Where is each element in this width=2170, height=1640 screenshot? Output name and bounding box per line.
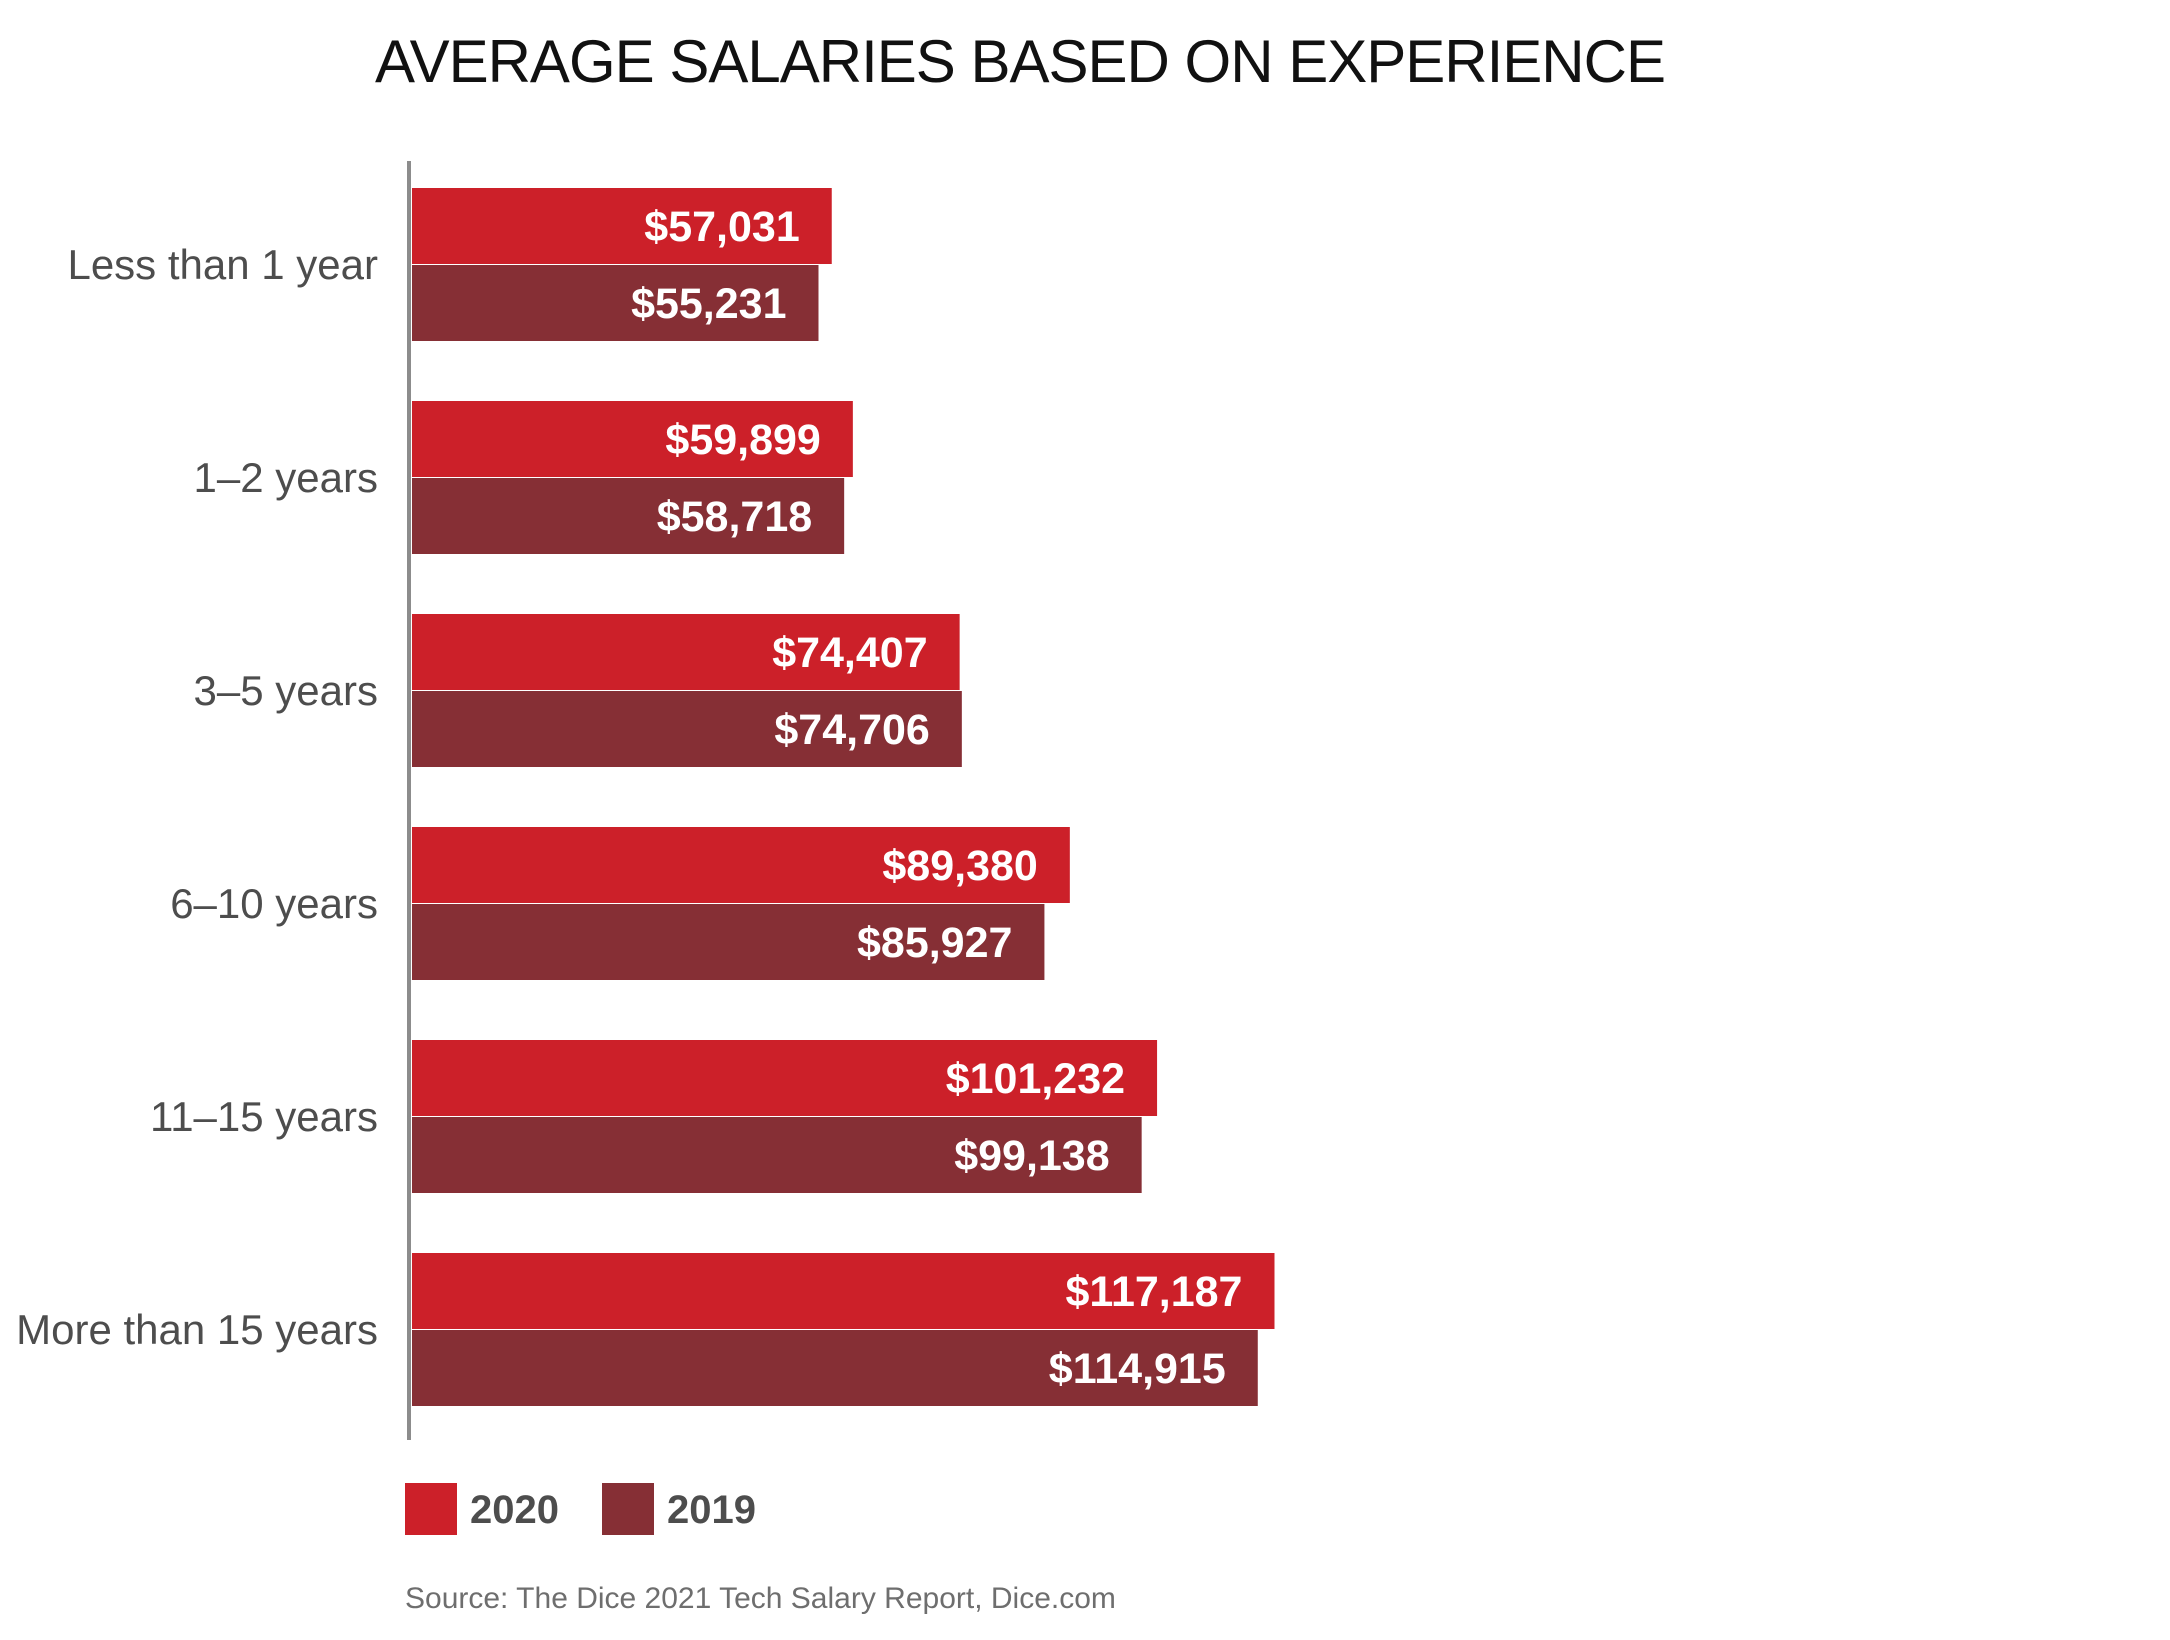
bar-value-label: $55,231 — [631, 280, 786, 328]
source-note: Source: The Dice 2021 Tech Salary Report… — [405, 1582, 1116, 1615]
bar-2019 — [412, 265, 819, 341]
category-label: More than 15 years — [16, 1306, 378, 1353]
category-label: 3–5 years — [194, 667, 378, 714]
bar-2019 — [412, 691, 962, 767]
bar-value-label: $74,407 — [772, 629, 927, 677]
legend: 2020 2019 — [405, 1483, 756, 1535]
category-label: Less than 1 year — [67, 241, 378, 288]
category-label: 11–15 years — [150, 1093, 378, 1140]
bar-value-label: $114,915 — [1049, 1345, 1226, 1393]
bar-value-label: $58,718 — [657, 493, 812, 541]
bar-2019 — [412, 1117, 1142, 1193]
bar-value-label: $74,706 — [774, 706, 929, 754]
bar-value-label: $101,232 — [946, 1055, 1125, 1103]
chart-title: AVERAGE SALARIES BASED ON EXPERIENCE — [375, 28, 1665, 95]
bar-value-label: $85,927 — [857, 919, 1012, 967]
bar-2020 — [412, 827, 1070, 903]
bar-2019 — [412, 478, 845, 554]
bar-2019 — [412, 1330, 1258, 1406]
bar-2020 — [412, 1253, 1275, 1329]
legend-swatch-2019 — [602, 1483, 654, 1535]
bar-value-label: $117,187 — [1066, 1268, 1243, 1316]
bar-value-label: $59,899 — [665, 416, 820, 464]
bar-value-label: $57,031 — [644, 203, 799, 251]
bars-layer: $57,031 $55,231 $59,899 $58,718 $74,407 $74,7… — [412, 188, 1275, 1406]
legend-swatch-2020 — [405, 1483, 457, 1535]
bar-value-label: $89,380 — [882, 842, 1037, 890]
bar-2020 — [412, 401, 853, 477]
bar-2019 — [412, 904, 1045, 980]
legend-label-2020: 2020 — [470, 1488, 559, 1532]
category-label: 1–2 years — [194, 454, 378, 501]
bar-2020 — [412, 188, 832, 264]
bar-2020 — [412, 614, 960, 690]
category-label: 6–10 years — [170, 880, 378, 927]
bar-value-label: $99,138 — [954, 1132, 1109, 1180]
bar-2020 — [412, 1040, 1158, 1116]
legend-label-2019: 2019 — [667, 1488, 756, 1532]
